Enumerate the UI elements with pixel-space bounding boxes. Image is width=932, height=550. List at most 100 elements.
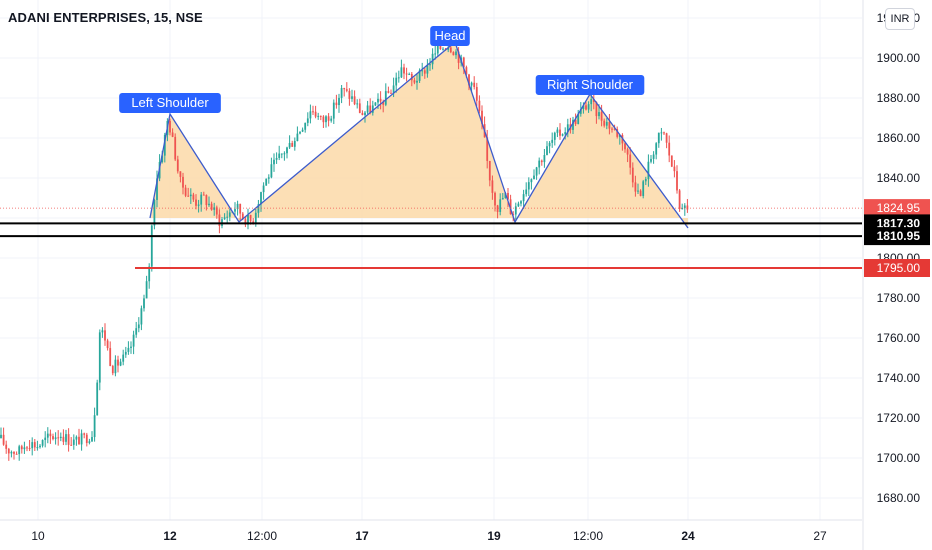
candle-body bbox=[257, 204, 260, 213]
candle-body bbox=[7, 448, 10, 454]
candle-body bbox=[215, 207, 218, 215]
candle-body bbox=[273, 159, 275, 165]
candle-body bbox=[377, 98, 379, 103]
candle-body bbox=[551, 139, 554, 143]
candle-body bbox=[187, 195, 190, 197]
candle-body bbox=[382, 101, 385, 105]
candle-body bbox=[33, 442, 36, 448]
pattern-label-text: Left Shoulder bbox=[131, 95, 209, 110]
candle-body bbox=[85, 434, 88, 443]
price-tag-label: 1817.30 bbox=[877, 216, 921, 230]
candle-body bbox=[234, 209, 236, 212]
candle-body bbox=[613, 128, 616, 130]
candle-body bbox=[587, 104, 590, 110]
candle-body bbox=[579, 109, 582, 114]
candle-body bbox=[416, 80, 418, 83]
candle-body bbox=[36, 447, 39, 449]
candle-body bbox=[478, 100, 481, 111]
candle-body bbox=[504, 192, 507, 199]
candle-body bbox=[652, 154, 655, 159]
y-tick-label: 1880.00 bbox=[877, 91, 921, 105]
candle-body bbox=[145, 281, 148, 299]
candle-body bbox=[143, 298, 145, 309]
pattern-label-right-shoulder: Right Shoulder bbox=[535, 75, 645, 95]
candle-body bbox=[182, 176, 184, 188]
candle-body bbox=[278, 153, 281, 158]
candle-body bbox=[686, 205, 689, 210]
candle-body bbox=[673, 166, 676, 172]
candle-body bbox=[494, 192, 496, 206]
candle-body bbox=[668, 142, 671, 156]
candle-body bbox=[117, 359, 119, 366]
candle-body bbox=[442, 48, 444, 50]
candle-body bbox=[65, 434, 67, 442]
candle-body bbox=[387, 91, 390, 93]
candle-body bbox=[267, 177, 270, 179]
candle-body bbox=[75, 436, 78, 440]
candle-body bbox=[306, 118, 309, 123]
candle-body bbox=[598, 112, 600, 117]
candle-body bbox=[59, 436, 62, 438]
candle-body bbox=[67, 434, 70, 445]
price-tag-label: 1810.95 bbox=[877, 229, 921, 243]
candle-body bbox=[57, 437, 60, 439]
candle-body bbox=[405, 73, 408, 75]
candle-body bbox=[283, 153, 286, 155]
currency-button[interactable]: INR bbox=[885, 8, 915, 30]
candle-body bbox=[244, 218, 247, 225]
candle-body bbox=[486, 137, 489, 161]
candle-body bbox=[202, 194, 205, 196]
y-tick-label: 1720.00 bbox=[877, 411, 921, 425]
candle-body bbox=[62, 436, 65, 442]
candle-body bbox=[553, 132, 556, 140]
candle-body bbox=[192, 194, 195, 200]
candle-body bbox=[101, 330, 104, 333]
candle-body bbox=[561, 134, 564, 136]
pattern-label-box bbox=[430, 26, 470, 46]
candle-body bbox=[176, 159, 179, 172]
symbol-title: ADANI ENTERPRISES, 15, NSE bbox=[8, 10, 203, 25]
candle-body bbox=[26, 447, 28, 449]
candle-body bbox=[358, 103, 361, 113]
candle-body bbox=[88, 441, 91, 443]
candle-body bbox=[629, 154, 632, 168]
candle-body bbox=[421, 70, 424, 72]
candle-body bbox=[426, 65, 429, 74]
x-tick-label: 19 bbox=[487, 529, 501, 543]
candle-body bbox=[499, 199, 502, 212]
candle-body bbox=[111, 365, 114, 374]
candle-body bbox=[634, 182, 637, 192]
candle-body bbox=[556, 129, 559, 133]
candle-body bbox=[31, 442, 34, 449]
candle-body bbox=[275, 157, 278, 160]
candle-body bbox=[468, 74, 470, 86]
candle-body bbox=[522, 194, 525, 202]
candle-body bbox=[400, 67, 403, 78]
candle-body bbox=[106, 340, 109, 349]
candle-body bbox=[93, 415, 96, 438]
candle-body bbox=[161, 155, 164, 163]
y-tick-label: 1780.00 bbox=[877, 291, 921, 305]
candle-body bbox=[291, 142, 294, 147]
candle-body bbox=[351, 96, 353, 99]
candle-body bbox=[153, 199, 156, 226]
candle-body bbox=[104, 330, 106, 341]
candle-body bbox=[572, 119, 574, 130]
candle-body bbox=[530, 179, 533, 183]
candle-body bbox=[296, 133, 299, 142]
x-tick-label: 24 bbox=[681, 529, 695, 543]
time-axis-bg bbox=[0, 520, 862, 550]
candle-body bbox=[683, 205, 686, 209]
candle-body bbox=[135, 328, 138, 335]
candle-body bbox=[200, 194, 203, 205]
candle-body bbox=[330, 118, 333, 121]
candle-body bbox=[260, 192, 262, 205]
candle-body bbox=[348, 90, 351, 99]
candle-body bbox=[439, 45, 442, 50]
candle-body bbox=[595, 101, 598, 117]
candle-body bbox=[137, 324, 140, 329]
candle-body bbox=[361, 112, 364, 115]
candle-body bbox=[525, 189, 528, 195]
